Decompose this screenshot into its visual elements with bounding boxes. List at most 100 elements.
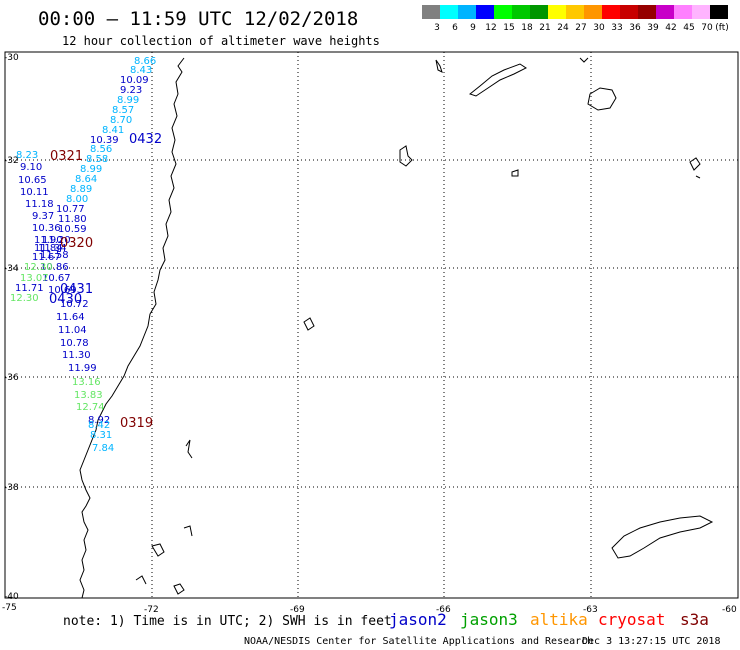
wave-height-label: 10.36 [32,223,61,234]
wave-height-label: 8.43 [130,65,152,76]
wave-height-label: 8.89 [70,184,92,195]
satellite-legend: jason2 jason3 altika cryosat s3a [389,610,709,629]
wave-height-label: 8.58 [86,154,108,165]
legend-swatch [656,5,674,19]
legend-swatch [512,5,530,19]
legend-swatch [458,5,476,19]
wave-height-label: 10.11 [20,187,49,198]
legend-label: 30 [593,23,605,33]
wave-height-label: 8.99 [80,164,102,175]
pass-label-0321: 0321 [50,149,83,164]
wave-height-label: 8.92 [88,415,110,426]
legend-swatch [548,5,566,19]
wave-height-label: 8.64 [75,174,97,185]
wave-height-label: 11.58 [40,250,69,261]
footer-credit: NOAA/NESDIS Center for Satellite Applica… [244,636,593,647]
legend-swatch [620,5,638,19]
footer-note: note: 1) Time is in UTC; 2) SWH is in fe… [63,614,392,629]
wave-height-label: 11.90 [34,235,63,246]
legend-label: 42 [665,23,676,33]
lon-label: -75 [2,603,17,613]
legend-swatch [584,5,602,19]
legend-label: 24 [557,23,569,33]
legend-swatch [692,5,710,19]
wave-height-label: 9.23 [120,85,142,96]
legend-label: 45 [683,23,694,33]
pass-label-0430: 0430 [49,292,82,307]
wave-height-label: 11.84 [34,243,63,254]
wave-height-label: 10.39 [90,135,119,146]
color-scale-legend: 3 6 9 12 15 18 21 24 27 30 33 36 39 42 45 70 (ft) [422,5,729,33]
lon-label: -66 [436,605,451,615]
wave-height-label: 12.74 [76,402,105,413]
legend-label: 12 [485,23,496,33]
wave-height-label: 8.41 [102,125,124,136]
lat-label: -36 [4,373,19,383]
wave-height-label: 11.71 [15,283,44,294]
lon-label: -60 [722,605,737,615]
lat-label: -30 [4,53,19,63]
wave-height-label: 13.16 [72,377,101,388]
wave-height-label: 8.70 [110,115,132,126]
wave-height-label: 10.69 [48,285,77,296]
legend-label: 39 [647,23,659,33]
legend-label: 21 [539,23,550,33]
legend-label: (ft) [715,23,729,33]
wave-height-labels: 8.668.4310.099.238.998.578.708.4110.398.… [10,56,156,454]
wave-height-label: 12.30 [10,293,39,304]
legend-swatch [674,5,692,19]
wave-height-label: 9.37 [32,211,54,222]
wave-height-label: 8.42 [88,420,110,431]
pass-label-0319: 0319 [120,416,153,431]
pass-label-0431: 0431 [60,282,93,297]
wave-height-label: 11.04 [58,325,87,336]
legend-swatch [710,5,728,19]
lat-axis-labels: -30 -32 -34 -36 -38 -40 [4,53,19,602]
lon-label: -72 [144,605,159,615]
wave-height-label: 10.59 [58,224,87,235]
legend-label: 36 [629,23,641,33]
wave-height-label: 11.34 [38,243,67,254]
legend-label: 27 [575,23,586,33]
sat-s3a: s3a [680,610,709,629]
wave-height-label: 11.80 [58,214,87,225]
wave-height-label: 11.18 [25,199,54,210]
legend-label: 3 [434,23,440,33]
wave-height-label: 13.83 [74,390,103,401]
islands [135,57,714,595]
wave-height-label: 9.10 [20,162,42,173]
wave-height-label: 10.67 [42,273,71,284]
wave-height-label: 11.30 [62,350,91,361]
pass-label-0320: 0320 [60,236,93,251]
legend-label: 15 [503,23,514,33]
pass-label-0432: 0432 [129,132,162,147]
lat-label: -38 [4,483,19,493]
footer-timestamp: Dec 3 13:27:15 UTC 2018 [582,636,720,647]
grid-lines [5,52,738,598]
sat-cryosat: cryosat [598,610,665,629]
wave-height-label: 10.78 [60,338,89,349]
wave-height-label: 12.30 [24,262,53,273]
wave-height-label: 11.99 [68,363,97,374]
lat-label: -34 [4,264,19,274]
wave-height-label: 10.65 [18,175,47,186]
wave-height-label: 7.84 [92,443,114,454]
legend-swatch [602,5,620,19]
legend-label: 9 [470,23,476,33]
wave-height-label: 11.20 [42,235,71,246]
lat-label: -32 [4,156,19,166]
legend-label: 33 [611,23,622,33]
wave-height-label: 8.57 [112,105,134,116]
chile-coastline [79,57,185,599]
lat-label: -40 [4,592,19,602]
legend-swatch [422,5,440,19]
legend-swatch [566,5,584,19]
legend-label: 70 [701,23,713,33]
wave-height-label: 11.64 [56,312,85,323]
lon-label: -63 [583,605,598,615]
wave-height-label: 8.99 [117,95,139,106]
sat-jason2: jason2 [389,610,447,629]
wave-height-label: 10.77 [56,204,85,215]
legend-swatch [530,5,548,19]
